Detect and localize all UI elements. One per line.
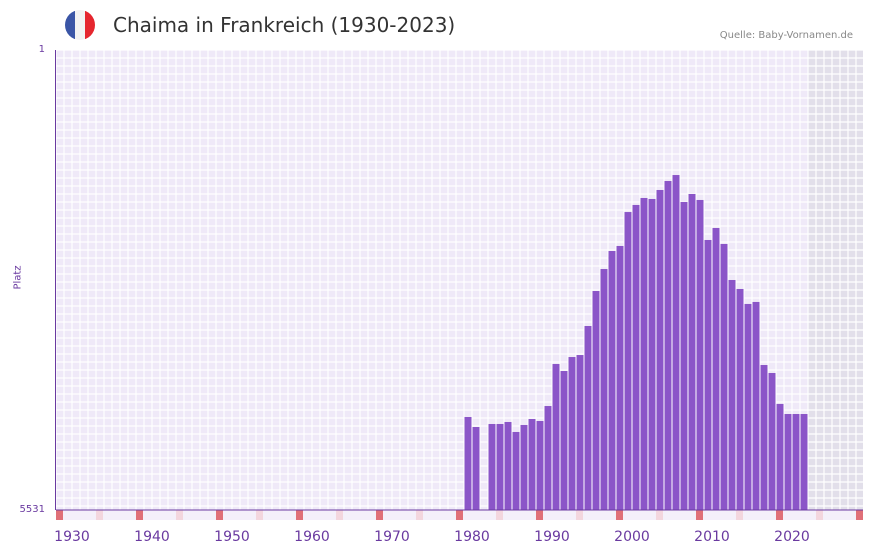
decade-marker	[696, 510, 703, 520]
bar-2021	[800, 414, 808, 510]
x-tick-label: 1940	[134, 529, 170, 545]
bar-2018	[776, 403, 784, 510]
x-tick-label: 1970	[374, 529, 410, 545]
x-tick-label: 2000	[614, 529, 650, 545]
bar-1980	[472, 426, 480, 510]
decade-marker	[656, 510, 663, 520]
bar-2001	[640, 197, 648, 510]
x-tick-label: 1950	[214, 529, 250, 545]
bar-2007	[688, 193, 696, 511]
decade-marker	[176, 510, 183, 520]
bar-1991	[560, 371, 568, 510]
decade-marker	[136, 510, 143, 520]
bar-1997	[608, 250, 616, 511]
chart-title: Chaima in Frankreich (1930-2023)	[113, 13, 456, 37]
bar-2019	[784, 414, 792, 510]
y-tick-bottom: 5531	[19, 504, 45, 515]
x-tick-label: 2010	[694, 529, 730, 545]
bar-1996	[600, 269, 608, 510]
x-tick-label: 1930	[54, 529, 90, 545]
bar-1990	[552, 364, 560, 510]
x-tick-label: 1990	[534, 529, 570, 545]
bar-2005	[672, 175, 680, 511]
bar-2020	[792, 414, 800, 510]
bar-1988	[536, 420, 544, 510]
decade-marker	[856, 510, 863, 520]
bar-2003	[656, 189, 664, 510]
decade-marker	[736, 510, 743, 520]
bar-2004	[664, 181, 672, 510]
source-link[interactable]: Quelle: Baby-Vornamen.de	[719, 30, 853, 41]
bar-1989	[544, 406, 552, 510]
bar-1999	[624, 212, 632, 510]
bar-1987	[528, 418, 536, 510]
bar-2009	[704, 239, 712, 511]
decade-marker	[256, 510, 263, 520]
decade-marker	[96, 510, 103, 520]
decade-marker	[416, 510, 423, 520]
bar-2012	[728, 280, 736, 510]
decade-marker	[496, 510, 503, 520]
bar-1998	[616, 245, 624, 510]
decade-marker	[816, 510, 823, 520]
bar-1992	[568, 357, 576, 510]
bar-2017	[768, 372, 776, 510]
bar-2015	[752, 301, 760, 510]
bar-1995	[592, 290, 600, 510]
x-tick-label: 1960	[294, 529, 330, 545]
bar-2002	[648, 198, 656, 510]
decade-marker	[56, 510, 63, 520]
decade-marker	[536, 510, 543, 520]
bar-2014	[744, 303, 752, 510]
bar-1986	[520, 424, 528, 510]
bar-2008	[696, 199, 704, 510]
decade-marker	[456, 510, 463, 520]
bar-1983	[496, 423, 504, 510]
future-region	[808, 50, 863, 510]
bar-2011	[720, 243, 728, 510]
y-tick-top: 1	[38, 44, 45, 55]
decade-marker	[576, 510, 583, 520]
bar-2013	[736, 288, 744, 510]
decade-marker	[216, 510, 223, 520]
bar-1985	[512, 431, 520, 510]
decade-marker	[376, 510, 383, 520]
decade-marker	[616, 510, 623, 520]
bar-1984	[504, 421, 512, 510]
france-flag-icon	[65, 10, 95, 40]
bar-2010	[712, 228, 720, 510]
bar-2016	[760, 365, 768, 510]
bar-2000	[632, 204, 640, 511]
bar-2006	[680, 201, 688, 511]
bar-1994	[584, 326, 592, 510]
decade-marker	[296, 510, 303, 520]
bar-1982	[488, 423, 496, 510]
x-tick-label: 1980	[454, 529, 490, 545]
x-tick-label: 2020	[774, 529, 810, 545]
bar-1979	[464, 417, 472, 510]
decade-marker	[776, 510, 783, 520]
decade-marker	[336, 510, 343, 520]
bar-1993	[576, 355, 584, 510]
